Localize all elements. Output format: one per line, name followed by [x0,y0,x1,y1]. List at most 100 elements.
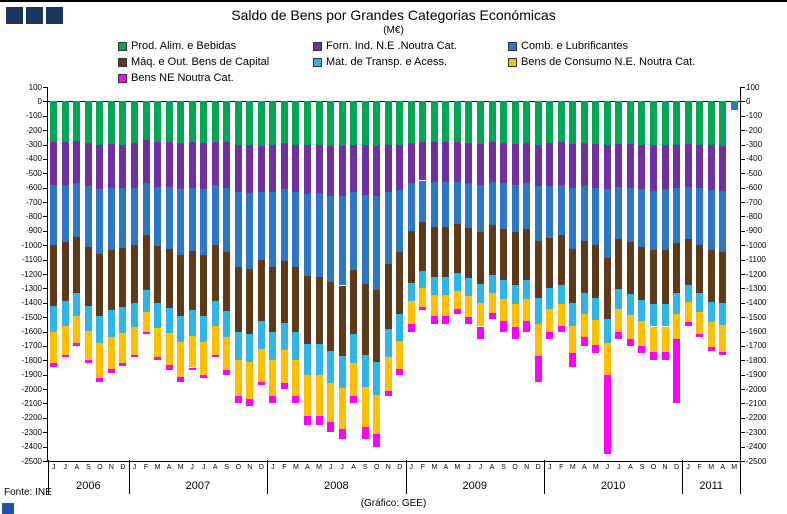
bar-segment [626,314,634,339]
bar-segment [280,322,288,351]
bar-segment [269,101,277,145]
month-label: A [720,464,726,471]
axis-tick [43,446,47,448]
month-label: M [293,464,299,471]
bar-segment [546,186,554,239]
bar-segment [696,244,704,294]
bar-segment [223,252,231,312]
bar-segment [280,101,288,144]
bar-segment [338,388,346,429]
axis-tick [43,101,47,103]
bar-segment [603,374,611,454]
legend-swatch [508,41,517,51]
y-axis-label-right: -400 [746,154,763,164]
bar-segment [500,229,508,281]
bar-segment [246,268,254,334]
bar-segment [315,416,323,426]
bar-segment [269,192,277,267]
bar-segment [292,266,300,332]
axis-tick [43,345,47,347]
bar-segment [304,343,311,375]
bar-segment [200,189,208,256]
bar-segment [684,101,692,144]
month-label: J [605,464,610,471]
axis-tick [43,216,47,218]
y-axis-label-right: -1600 [746,327,767,337]
axis-tick [43,374,47,376]
legend-swatch [313,41,322,51]
bar-segment [211,354,219,358]
legend-label: Bens NE Noutra Cat. [131,72,234,84]
bar-segment [511,327,519,339]
bar-segment [650,351,657,361]
bar-segment [223,101,231,143]
bar-segment [580,186,588,241]
credit-note: (Gráfico: GEE) [360,498,427,509]
month-label: D [535,464,541,471]
bar-segment [269,396,277,404]
axis-tick [741,158,745,160]
bar-segment [61,242,69,302]
bar-segment [338,101,346,146]
legend-item: Máq. e Out. Bens de Capital [118,56,313,68]
bar-segment [131,327,138,355]
bar-segment [534,355,542,382]
bar-segment [327,145,335,196]
footer-square [2,503,14,514]
month-label: S [86,464,91,471]
bar-segment [177,315,185,343]
month-label: O [235,464,242,471]
bar-segment [234,192,242,267]
bar-segment [603,189,611,259]
axis-tick [43,331,47,333]
bar-segment [257,145,265,192]
bar-segment [61,101,69,143]
bar-segment [719,352,727,356]
bar-segment [615,331,623,339]
bar-segment [84,305,92,331]
y-axis-label-left: -1200 [21,269,42,279]
bar-segment [534,240,542,299]
month-label: S [501,464,506,471]
bar-segment [396,189,404,252]
bar-segment [50,101,58,142]
bar-segment [315,144,323,194]
bar-segment [119,332,127,364]
y-axis-label-right: -1400 [746,298,767,308]
bar-segment [696,101,704,145]
decor-square [26,7,43,24]
bar-segment [580,143,588,187]
y-axis-label-right: -200 [746,125,763,135]
y-axis-label-left: -800 [25,211,42,221]
bar-segment [350,334,358,364]
month-label: A [628,464,633,471]
y-axis-label-left: -200 [25,125,42,135]
bar-segment [304,374,311,417]
axis-tick [43,432,47,434]
bar-segment [684,302,692,323]
bar-segment [603,343,611,375]
bar-segment [419,101,427,142]
month-label: N [662,464,668,471]
bar-segment [154,142,162,187]
bar-segment [327,382,335,423]
month-label: J [409,464,414,471]
month-label: N [108,464,114,471]
legend-item: Forn. Ind. N.E .Noutra Cat. [313,40,508,52]
bar-segment [234,266,242,332]
bar-segment [107,368,115,373]
y-axis-label-left: -2100 [21,398,42,408]
bar-segment [511,284,519,305]
bar-segment [165,141,173,187]
axis-tick [43,461,47,462]
bar-segment [211,101,219,142]
bar-segment [523,280,531,300]
y-axis-label-left: -2400 [21,442,42,452]
bar-segment [84,143,92,187]
bar-segment [246,101,254,146]
bar-segment [477,303,484,327]
axis-tick [43,259,47,261]
axis-tick [741,360,745,362]
bar-segment [292,192,300,267]
bar-segment [396,368,404,375]
